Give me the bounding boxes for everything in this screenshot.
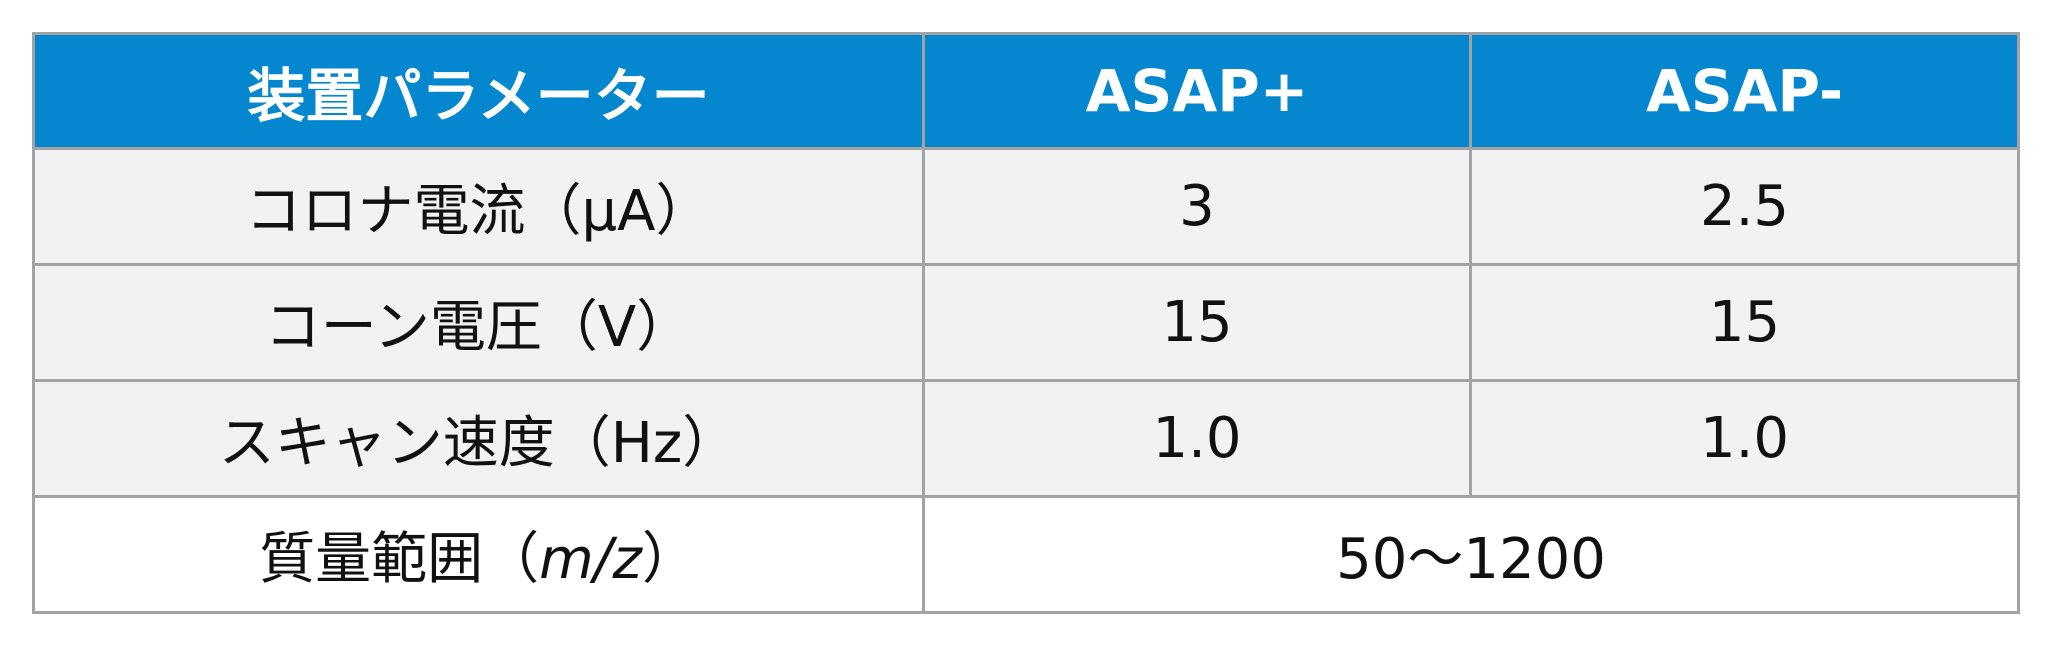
cell-cone-voltage-pos: 15 bbox=[922, 263, 1472, 382]
cell-cone-voltage-neg: 15 bbox=[1469, 263, 2020, 382]
cell-scan-speed-neg: 1.0 bbox=[1469, 379, 2020, 498]
row-label-scan-speed: スキャン速度（Hz） bbox=[32, 379, 925, 498]
cell-corona-current-pos: 3 bbox=[922, 147, 1472, 266]
cell-mass-range-value: 50～1200 bbox=[922, 495, 2020, 614]
row-label-corona-current: コロナ電流（μA） bbox=[32, 147, 925, 266]
table-row: 質量範囲（m/z） 50～1200 bbox=[32, 495, 2020, 614]
header-asap-negative: ASAP- bbox=[1469, 32, 2020, 150]
mass-range-label: 質量範囲（m/z） bbox=[259, 514, 698, 595]
parameter-table: 装置パラメーター ASAP+ ASAP- コロナ電流（μA） 3 2.5 コーン… bbox=[32, 32, 2020, 614]
cell-scan-speed-pos: 1.0 bbox=[922, 379, 1472, 498]
mass-range-label-prefix: 質量範囲（ bbox=[259, 527, 540, 592]
table-row: コーン電圧（V） 15 15 bbox=[32, 263, 2020, 382]
row-label-cone-voltage: コーン電圧（V） bbox=[32, 263, 925, 382]
row-label-mass-range: 質量範囲（m/z） bbox=[32, 495, 925, 614]
table-row: スキャン速度（Hz） 1.0 1.0 bbox=[32, 379, 2020, 498]
table-header: 装置パラメーター ASAP+ ASAP- bbox=[32, 32, 2020, 150]
header-row: 装置パラメーター ASAP+ ASAP- bbox=[32, 32, 2020, 150]
mass-range-unit: m/z bbox=[539, 527, 642, 592]
mass-range-label-suffix: ） bbox=[641, 527, 698, 592]
table-row: コロナ電流（μA） 3 2.5 bbox=[32, 147, 2020, 266]
cell-corona-current-neg: 2.5 bbox=[1469, 147, 2020, 266]
header-asap-positive: ASAP+ bbox=[922, 32, 1472, 150]
table-body: コロナ電流（μA） 3 2.5 コーン電圧（V） 15 15 スキャン速度（Hz… bbox=[32, 147, 2020, 614]
header-param: 装置パラメーター bbox=[32, 32, 925, 150]
